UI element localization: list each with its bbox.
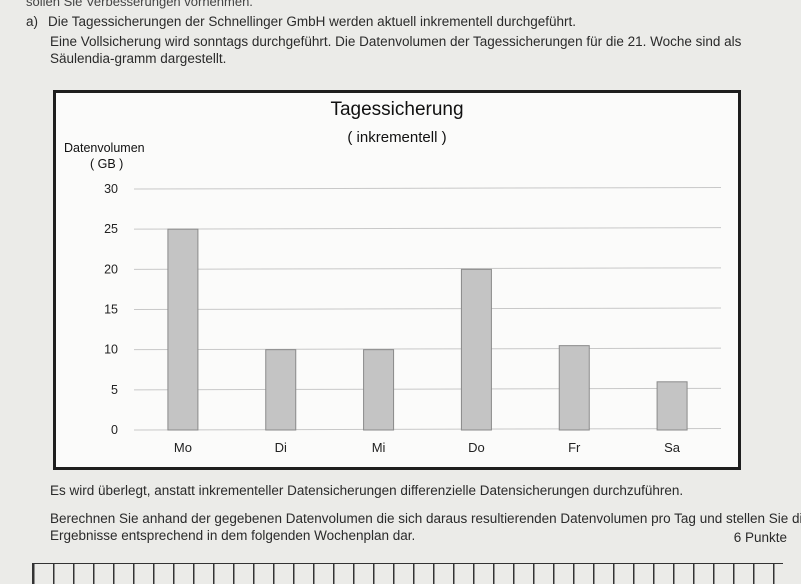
x-tick-label: Fr [568,440,581,455]
chart-frame: Tagessicherung ( inkrementell ) Datenvol… [53,90,741,470]
bar-Sa [656,381,688,431]
y-tick-label: 10 [104,343,118,357]
gridline [133,347,722,351]
gridline [133,267,722,270]
y-tick-label: 0 [111,423,118,437]
gridline [133,307,722,310]
points-label: 6 Punkte [733,530,787,545]
weekly-plan-grid [32,563,783,584]
chart-subtitle: ( inkrementell ) [347,129,447,146]
task-marker: a) [26,14,39,29]
y-tick-label: 25 [104,222,118,236]
y-axis-label: Datenvolumen ( GB ) [64,140,145,172]
x-tick-label: Mi [372,440,386,455]
y-tick-label: 30 [104,182,118,196]
bar-Do [460,268,492,431]
y-tick-label: 20 [104,262,118,276]
x-tick-label: Mo [174,440,192,455]
chart-title: Tagessicherung [330,99,464,120]
y-tick-label: 15 [104,303,118,317]
paragraph-differential: Es wird überlegt, anstatt inkrementeller… [50,483,684,498]
gridline [133,387,722,391]
task-title: Die Tagessicherungen der Schnellinger Gm… [48,14,577,29]
bar-Mo [167,228,199,431]
gridline [133,428,722,431]
cut-off-previous-line: sollen Sie Verbesserungen vornehmen. [26,0,253,9]
bar-chart: 0 5 10 15 20 25 30 Mo Di Mi Do Fr Sa [104,182,722,455]
paragraph-task-line1: Berechnen Sie anhand der gegebenen Daten… [50,511,801,526]
bar-Di [265,349,297,431]
x-tick-label: Di [275,440,287,455]
paragraph-task-line2: Ergebnisse entsprechend in dem folgenden… [50,528,416,543]
gridline [133,187,722,190]
x-tick-label: Do [468,440,485,455]
y-tick-label: 5 [111,383,118,397]
intro-paragraph: Eine Vollsicherung wird sonntags durchge… [50,34,742,66]
task-a-heading: a) Die Tagessicherungen der Schnellinger … [26,14,576,29]
bar-Fr [558,345,590,431]
bar-Mi [363,349,395,431]
x-tick-label: Sa [664,440,681,455]
gridline [133,227,722,230]
y-axis-label-line1: Datenvolumen [64,141,145,155]
y-axis-label-unit: ( GB ) [90,157,124,171]
